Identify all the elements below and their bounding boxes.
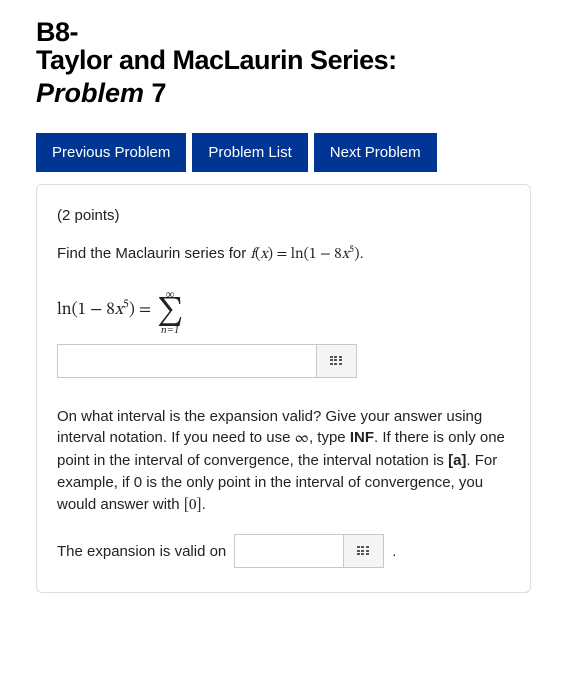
nav-row: Previous Problem Problem List Next Probl…: [36, 133, 565, 172]
problem-number: 7: [152, 78, 167, 108]
problem-word: Problem: [36, 78, 144, 108]
summation-symbol: ∞ ∑ n=1: [157, 288, 183, 336]
points-label: (2 points): [57, 205, 510, 227]
math-keyboard-button[interactable]: [317, 344, 357, 378]
section-label: B8-: [36, 18, 565, 46]
equation-lhs: ln(1 − 8x5) =: [57, 299, 151, 324]
function-expression: f(x) = ln(1 − 8x5): [250, 247, 359, 262]
series-answer-row: [57, 344, 510, 378]
page-root: B8- Taylor and MacLaurin Series: Problem…: [0, 0, 565, 593]
prompt-text: Find the Maclaurin series for f(x) = ln(…: [57, 243, 510, 266]
trailing-period: .: [392, 541, 396, 563]
section-title: Taylor and MacLaurin Series:: [36, 46, 565, 76]
interval-instructions: On what interval is the expansion valid?…: [57, 406, 510, 517]
keyboard-icon: [330, 356, 344, 366]
next-problem-button[interactable]: Next Problem: [314, 133, 437, 172]
problem-box: (2 points) Find the Maclaurin series for…: [36, 184, 531, 593]
math-keyboard-button-2[interactable]: [344, 534, 384, 568]
keyboard-icon: [357, 546, 371, 556]
series-term-input[interactable]: [57, 344, 317, 378]
equation-row: ln(1 − 8x5) = ∞ ∑ n=1: [57, 288, 510, 336]
sigma-lower-limit: n=1: [161, 325, 179, 336]
problem-list-button[interactable]: Problem List: [192, 133, 307, 172]
expansion-valid-label: The expansion is valid on: [57, 541, 226, 563]
sigma-icon: ∑: [157, 300, 183, 325]
interval-input[interactable]: [234, 534, 344, 568]
period: .: [359, 245, 363, 262]
problem-heading: Problem 7: [36, 78, 565, 109]
previous-problem-button[interactable]: Previous Problem: [36, 133, 186, 172]
prompt-prefix: Find the Maclaurin series for: [57, 245, 250, 262]
interval-answer-row: The expansion is valid on .: [57, 534, 510, 568]
